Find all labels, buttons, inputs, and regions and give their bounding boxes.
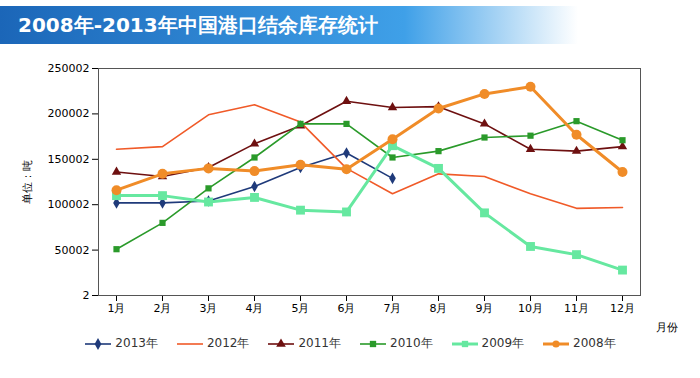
svg-text:10月: 10月 bbox=[518, 302, 543, 315]
svg-text:100002: 100002 bbox=[48, 198, 90, 211]
svg-text:150002: 150002 bbox=[48, 153, 90, 166]
svg-text:3月: 3月 bbox=[200, 302, 218, 315]
html-text:2010年: 2010年 bbox=[390, 336, 433, 350]
svg-text:11月: 11月 bbox=[564, 302, 589, 315]
svg-text:2月: 2月 bbox=[154, 302, 172, 315]
svg-text:5月: 5月 bbox=[292, 302, 310, 315]
svg-text:1月: 1月 bbox=[108, 302, 126, 315]
html-text:2008年: 2008年 bbox=[573, 336, 616, 350]
svg-text:2: 2 bbox=[83, 289, 90, 302]
svg-text:50002: 50002 bbox=[55, 244, 90, 257]
svg-text:250002: 250002 bbox=[48, 62, 90, 75]
svg-text:4月: 4月 bbox=[246, 302, 264, 315]
svg-text:月份: 月份 bbox=[656, 321, 678, 334]
svg-text:200002: 200002 bbox=[48, 107, 90, 120]
svg-text:12月: 12月 bbox=[610, 302, 635, 315]
html-text:2009年: 2009年 bbox=[481, 336, 525, 350]
svg-text:6月: 6月 bbox=[338, 302, 356, 315]
html-text:2012年: 2012年 bbox=[206, 336, 250, 350]
svg-text:8月: 8月 bbox=[430, 302, 448, 315]
svg-text:9月: 9月 bbox=[476, 302, 494, 315]
html-text:2013年: 2013年 bbox=[115, 336, 158, 350]
svg-text:7月: 7月 bbox=[384, 302, 402, 315]
html-text:2011年: 2011年 bbox=[298, 336, 341, 350]
html-text:2008年-2013年中国港口结余库存统计: 2008年-2013年中国港口结余库存统计 bbox=[18, 13, 378, 37]
svg-text:单位：吨: 单位：吨 bbox=[21, 160, 34, 204]
